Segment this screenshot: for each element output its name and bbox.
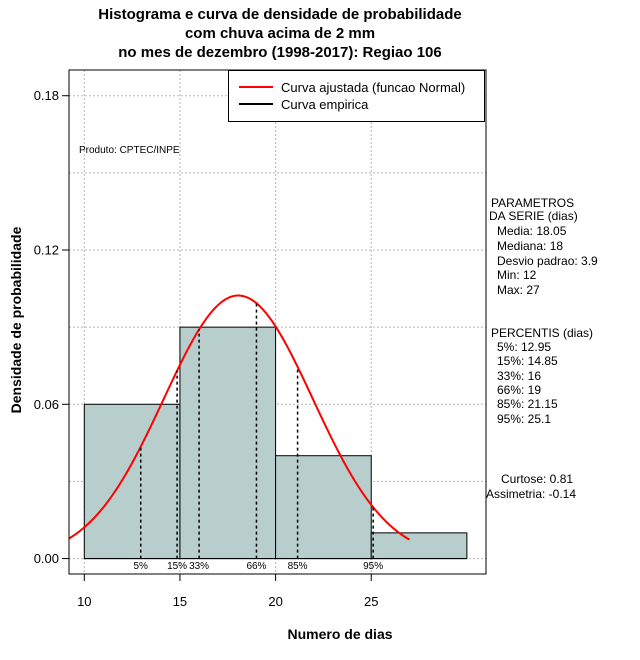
parametros-max: Max: 27 <box>497 283 540 297</box>
x-tick-label: 10 <box>77 594 91 609</box>
percentis-5: 5%: 12.95 <box>497 340 552 354</box>
histogram-bar-1 <box>83 403 181 560</box>
parametros-header-2: DA SERIE (dias) <box>489 209 578 223</box>
parametros-header-1: PARAMETROS <box>491 196 575 210</box>
legend-label-normal: Curva ajustada (funcao Normal) <box>281 79 466 95</box>
legend-item-empirica: Curva empirica <box>239 96 368 112</box>
produto-label: Produto: CPTEC/INPE <box>79 145 180 156</box>
curtose-label: Curtose: 0.81 <box>501 472 574 486</box>
percentis-33: 33%: 16 <box>497 369 542 383</box>
parametros-media: Media: 18.05 <box>497 224 567 238</box>
chart-title-line-3: no mes de dezembro (1998-2017): Regiao 1… <box>118 44 442 61</box>
percentis-95: 95%: 25.1 <box>497 412 552 426</box>
chart-title-line-1: Histograma e curva de densidade de proba… <box>98 6 462 23</box>
percentis-85: 85%: 21.15 <box>497 397 558 411</box>
y-tick-label: 0.06 <box>34 397 59 412</box>
parametros-mediana: Mediana: 18 <box>497 239 564 253</box>
x-tick-label: 15 <box>173 594 187 609</box>
histogram-bar-4 <box>370 532 468 560</box>
legend-label-empirica: Curva empirica <box>281 96 369 112</box>
legend: Curva ajustada (funcao Normal) Curva emp… <box>228 70 485 122</box>
percentis-15: 15%: 14.85 <box>497 354 558 368</box>
percentile-label-33%: 33% <box>189 561 209 572</box>
x-tick-label: 25 <box>364 594 378 609</box>
legend-swatch-empirica <box>239 103 273 105</box>
percentile-label-5%: 5% <box>134 561 149 572</box>
chart-title-line-2: com chuva acima de 2 mm <box>184 25 376 42</box>
parametros-min: Min: 12 <box>497 268 537 282</box>
legend-swatch-normal <box>239 86 273 88</box>
x-tick-label: 20 <box>268 594 282 609</box>
percentile-label-85%: 85% <box>288 561 308 572</box>
y-tick-label: 0.18 <box>34 88 59 103</box>
y-tick-label: 0.12 <box>34 243 59 258</box>
y-axis-label: Densidade de probabilidade <box>8 226 24 414</box>
percentile-label-95%: 95% <box>363 561 383 572</box>
y-tick-label: 0.00 <box>34 551 59 566</box>
histogram-bar-3 <box>275 455 372 560</box>
assimetria-label: Assimetria: -0.14 <box>486 487 577 501</box>
legend-item-normal: Curva ajustada (funcao Normal) <box>239 79 465 95</box>
parametros-desvio: Desvio padrao: 3.9 <box>497 254 598 268</box>
histogram-bar-2 <box>179 326 277 560</box>
percentile-label-66%: 66% <box>246 561 266 572</box>
percentile-label-15%: 15% <box>167 561 187 572</box>
percentis-header: PERCENTIS (dias) <box>491 326 594 340</box>
x-axis-label: Numero de dias <box>287 626 393 642</box>
normal-fit-curve <box>68 294 410 541</box>
percentis-66: 66%: 19 <box>497 383 542 397</box>
